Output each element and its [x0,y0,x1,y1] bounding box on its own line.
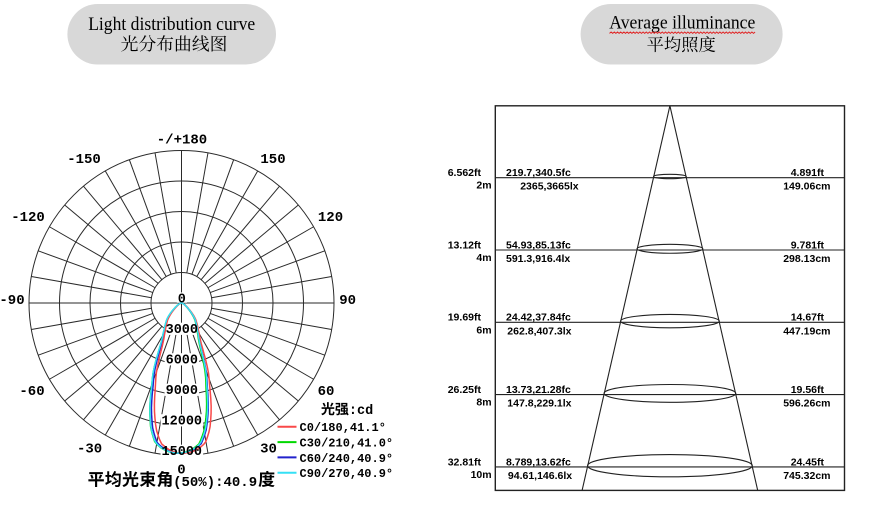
svg-text:6.562ft: 6.562ft [448,167,482,179]
svg-text:219.7,340.5fc: 219.7,340.5fc [506,167,571,179]
svg-text:C90/270,40.9°: C90/270,40.9° [300,467,394,481]
svg-text:2365,3665lx: 2365,3665lx [520,181,579,193]
svg-text:149.06cm: 149.06cm [783,181,830,193]
svg-text:745.32cm: 745.32cm [783,470,830,482]
svg-text:-/+180: -/+180 [157,132,207,148]
svg-text:6m: 6m [476,324,491,336]
svg-text:4m: 4m [476,252,491,264]
svg-text:54.93,85.13fc: 54.93,85.13fc [506,239,571,251]
svg-text:14.67ft: 14.67ft [791,312,825,324]
svg-text:19.56ft: 19.56ft [791,384,825,396]
svg-text:8m: 8m [476,397,491,409]
svg-text:26.25ft: 26.25ft [448,384,482,396]
svg-text:(50%):40.9: (50%):40.9 [173,475,257,491]
svg-text:12000: 12000 [162,415,203,430]
svg-text:19.69ft: 19.69ft [448,312,482,324]
svg-text:447.19cm: 447.19cm [783,325,830,337]
svg-text::cd: :cd [349,404,373,419]
svg-text:24.45ft: 24.45ft [791,456,825,468]
svg-text:0: 0 [177,462,185,478]
svg-text:-90: -90 [0,293,25,309]
svg-text:C60/240,40.9°: C60/240,40.9° [300,452,394,466]
svg-text:2m: 2m [476,180,491,192]
svg-text:120: 120 [318,210,343,226]
svg-text:150: 150 [260,152,285,168]
svg-text:Light distribution curve: Light distribution curve [88,15,255,35]
svg-text:94.61,146.6lx: 94.61,146.6lx [508,470,572,482]
svg-text:8.789,13.62fc: 8.789,13.62fc [506,456,571,468]
svg-text:15000: 15000 [162,445,203,460]
svg-text:0: 0 [178,293,186,308]
svg-text:13.73,21.28fc: 13.73,21.28fc [506,384,571,396]
svg-text:262.8,407.3lx: 262.8,407.3lx [507,325,571,337]
svg-text:10m: 10m [471,469,492,481]
svg-text:90: 90 [339,293,356,309]
svg-text:298.13cm: 298.13cm [783,253,830,265]
svg-text:13.12ft: 13.12ft [448,239,482,251]
svg-text:147.8,229.1lx: 147.8,229.1lx [507,398,571,410]
svg-text:-150: -150 [67,152,101,168]
svg-text:Average illuminance: Average illuminance [609,13,755,33]
svg-text:-120: -120 [11,210,45,226]
svg-text:-60: -60 [19,384,44,400]
svg-text:4.891ft: 4.891ft [791,167,825,179]
svg-text:591.3,916.4lx: 591.3,916.4lx [506,253,570,265]
svg-text:24.42,37.84fc: 24.42,37.84fc [506,312,571,324]
svg-text:-30: -30 [77,441,102,457]
svg-text:32.81ft: 32.81ft [448,456,482,468]
svg-text:6000: 6000 [166,354,198,369]
svg-text:596.26cm: 596.26cm [783,398,830,410]
svg-text:60: 60 [318,384,335,400]
svg-text:C30/210,41.0°: C30/210,41.0° [300,437,394,451]
svg-text:30: 30 [260,441,277,457]
svg-text:9.781ft: 9.781ft [791,239,825,251]
svg-text:3000: 3000 [166,323,198,338]
svg-text:9000: 9000 [166,384,198,399]
svg-text:C0/180,41.1°: C0/180,41.1° [300,421,386,435]
